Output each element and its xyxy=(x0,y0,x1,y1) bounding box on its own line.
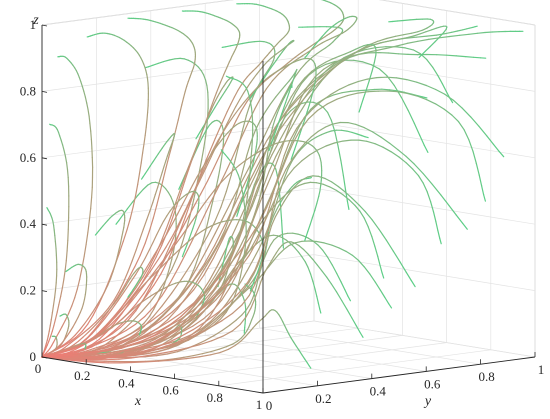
gridline-z xyxy=(313,254,536,291)
z-tick-label: 0.8 xyxy=(20,83,36,98)
gridline-z xyxy=(313,55,536,92)
z-tick-mark xyxy=(41,290,48,292)
gridline-z xyxy=(41,254,315,291)
gridline-z xyxy=(41,187,315,225)
gridline-z xyxy=(41,55,315,92)
z-axis-label: z xyxy=(32,13,39,28)
y-tick-label: 0 xyxy=(266,398,273,413)
y-axis-label: y xyxy=(423,394,432,409)
trajectory xyxy=(41,83,293,358)
gridline-floor xyxy=(205,335,427,372)
axes-box-front xyxy=(41,25,536,394)
x-tick-label: 1 xyxy=(256,397,263,412)
z-tick-label: 0.6 xyxy=(20,150,37,165)
y-axis-line xyxy=(262,356,536,394)
gridline-floor xyxy=(174,342,447,379)
trajectory xyxy=(41,75,254,360)
trajectory xyxy=(41,133,176,358)
y-tick-label: 0.2 xyxy=(315,391,331,406)
x-tick-label: 0.2 xyxy=(74,368,90,383)
trajectory xyxy=(41,68,298,359)
x-tick-label: 0.6 xyxy=(162,383,179,398)
gridline-floor xyxy=(259,327,481,365)
y-tick-label: 0.4 xyxy=(370,384,387,399)
trajectory xyxy=(41,149,247,358)
z-tick-mark xyxy=(41,356,48,359)
gridline-z xyxy=(313,187,536,225)
trajectory xyxy=(41,342,87,358)
z-tick-mark xyxy=(41,223,48,226)
gridline-floor xyxy=(130,335,403,372)
trajectory xyxy=(41,123,70,358)
trajectory xyxy=(41,30,524,360)
y-tick-label: 0.6 xyxy=(424,376,441,391)
trajectory xyxy=(41,43,377,359)
x-axis-label: x xyxy=(134,394,142,409)
y-tick-label: 1 xyxy=(538,362,545,377)
trajectory xyxy=(41,59,429,358)
x-axis-line xyxy=(41,356,264,394)
trajectory xyxy=(41,17,196,358)
gridline-floor xyxy=(218,349,491,387)
gridline-z xyxy=(379,0,536,26)
z-axis-ticks: 0 0.2 0.4 0.6 0.8 1 xyxy=(20,17,48,364)
x-tick-label: 0.4 xyxy=(118,375,135,390)
trajectory xyxy=(41,207,58,358)
z-tick-label: 0 xyxy=(30,349,37,364)
gridline-floor xyxy=(150,342,372,379)
box-edge xyxy=(41,0,235,26)
z-tick-mark xyxy=(41,157,48,160)
gridline-z xyxy=(313,121,536,159)
trajectory xyxy=(41,76,505,358)
z-tick-mark xyxy=(41,24,48,27)
z-tick-label: 0.2 xyxy=(20,283,36,298)
trajectory-series xyxy=(41,0,524,369)
x-tick-label: 0.8 xyxy=(207,390,223,405)
z-tick-label: 1 xyxy=(30,17,37,32)
x-tick-label: 0 xyxy=(35,361,42,376)
trajectory xyxy=(41,55,94,358)
y-axis-ticks: 0 0.2 0.4 0.6 0.8 1 xyxy=(262,352,545,413)
trajectory xyxy=(41,57,317,358)
gridline-z xyxy=(41,0,234,26)
x-axis-ticks: 0 0.2 0.4 0.6 0.8 1 xyxy=(35,352,264,412)
y-tick-label: 0.8 xyxy=(478,369,494,384)
box-edge xyxy=(378,0,536,26)
trajectory xyxy=(41,57,209,358)
z-tick-mark xyxy=(41,91,48,93)
gridline-floor xyxy=(313,320,536,358)
z-tick-label: 0.4 xyxy=(20,216,37,231)
